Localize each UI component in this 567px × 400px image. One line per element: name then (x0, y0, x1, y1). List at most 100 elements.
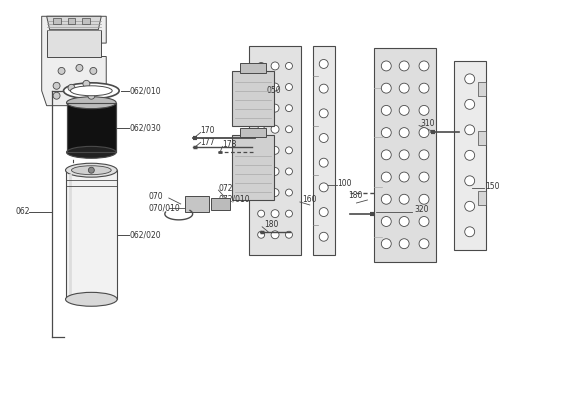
Circle shape (257, 189, 265, 196)
Circle shape (419, 150, 429, 160)
Circle shape (90, 68, 97, 74)
Bar (232, 71, 274, 126)
Text: 062/010: 062/010 (129, 86, 160, 95)
Circle shape (257, 210, 265, 217)
Circle shape (419, 216, 429, 226)
Bar (240, 128, 266, 138)
Text: 072: 072 (218, 184, 233, 192)
Bar (249, 46, 301, 255)
Circle shape (419, 239, 429, 249)
Bar (240, 63, 266, 73)
Bar (374, 48, 436, 262)
Circle shape (419, 61, 429, 71)
Circle shape (399, 128, 409, 138)
Bar (210, 198, 230, 210)
Text: 160: 160 (302, 196, 316, 204)
Bar (185, 196, 209, 212)
Circle shape (257, 126, 265, 133)
Circle shape (465, 74, 475, 84)
Circle shape (286, 126, 293, 133)
Circle shape (68, 84, 75, 91)
Bar (313, 46, 335, 255)
Circle shape (271, 210, 279, 218)
Ellipse shape (66, 97, 116, 109)
Bar (53, 18, 61, 24)
Bar (66, 170, 117, 299)
Circle shape (399, 61, 409, 71)
Circle shape (53, 82, 60, 89)
Circle shape (419, 172, 429, 182)
Circle shape (399, 216, 409, 226)
Circle shape (399, 150, 409, 160)
Text: 177: 177 (201, 138, 215, 147)
Text: 150: 150 (485, 182, 500, 190)
Circle shape (286, 168, 293, 175)
Circle shape (382, 239, 391, 249)
Circle shape (257, 168, 265, 175)
Ellipse shape (66, 292, 117, 306)
Circle shape (319, 183, 328, 192)
Circle shape (382, 172, 391, 182)
Ellipse shape (70, 86, 112, 96)
Circle shape (382, 83, 391, 93)
Text: 062: 062 (16, 208, 31, 216)
Polygon shape (42, 16, 106, 106)
Ellipse shape (71, 166, 111, 175)
Text: 070: 070 (149, 192, 163, 200)
Circle shape (271, 125, 279, 133)
Text: 070/010: 070/010 (149, 204, 181, 212)
Circle shape (465, 125, 475, 135)
Circle shape (286, 84, 293, 90)
Ellipse shape (66, 146, 116, 158)
Text: 320: 320 (414, 206, 429, 214)
Text: 072/010: 072/010 (218, 194, 250, 204)
Text: 100: 100 (337, 179, 352, 188)
Circle shape (319, 232, 328, 241)
Polygon shape (46, 16, 101, 30)
Circle shape (286, 62, 293, 70)
Circle shape (271, 104, 279, 112)
Circle shape (319, 84, 328, 93)
Bar (232, 136, 274, 200)
Bar (82, 18, 90, 24)
Circle shape (399, 172, 409, 182)
Circle shape (399, 83, 409, 93)
Circle shape (419, 194, 429, 204)
Bar (454, 61, 485, 250)
Circle shape (257, 105, 265, 112)
Bar (67, 18, 75, 24)
Ellipse shape (66, 163, 117, 177)
Circle shape (83, 80, 90, 87)
Circle shape (271, 146, 279, 154)
Circle shape (465, 99, 475, 109)
Circle shape (319, 109, 328, 118)
Circle shape (257, 147, 265, 154)
Bar (477, 191, 485, 205)
Bar (477, 132, 485, 145)
Circle shape (399, 194, 409, 204)
Circle shape (419, 128, 429, 138)
Circle shape (286, 210, 293, 217)
Circle shape (286, 189, 293, 196)
Circle shape (88, 167, 94, 173)
Circle shape (271, 168, 279, 176)
Circle shape (286, 147, 293, 154)
Circle shape (465, 227, 475, 237)
Circle shape (257, 84, 265, 90)
Circle shape (382, 216, 391, 226)
Circle shape (419, 106, 429, 115)
Circle shape (319, 158, 328, 167)
Polygon shape (46, 30, 101, 56)
Circle shape (257, 231, 265, 238)
Circle shape (382, 106, 391, 115)
Circle shape (465, 176, 475, 186)
Circle shape (465, 201, 475, 211)
Ellipse shape (64, 83, 119, 99)
Text: 062/030: 062/030 (129, 123, 161, 132)
Circle shape (382, 128, 391, 138)
Text: 062/020: 062/020 (129, 230, 160, 239)
Circle shape (271, 83, 279, 91)
Circle shape (58, 68, 65, 74)
Circle shape (382, 194, 391, 204)
Text: 050: 050 (266, 86, 281, 95)
